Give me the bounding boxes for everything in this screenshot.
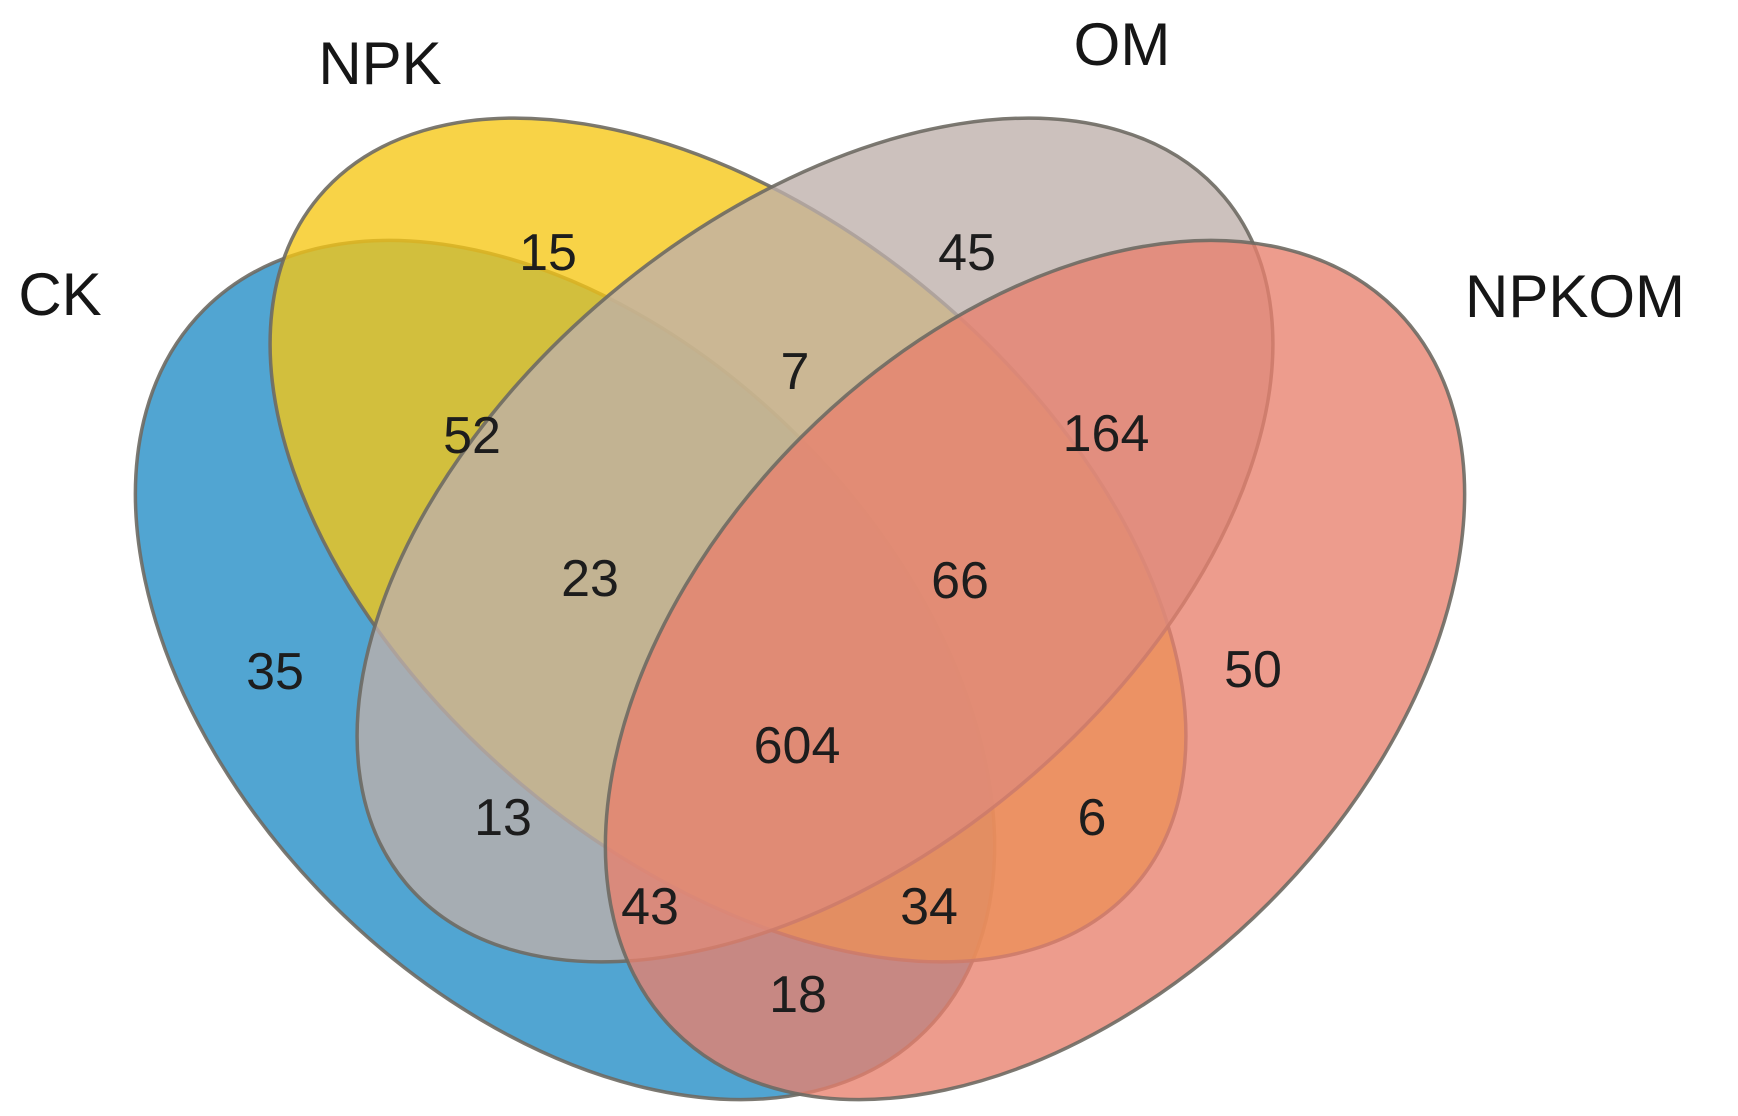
count-ck-npk-om: 23: [561, 550, 619, 608]
set-label-om: OM: [1074, 11, 1171, 78]
count-ck-om-npkom: 43: [621, 878, 679, 936]
set-label-npkom: NPKOM: [1465, 263, 1685, 330]
count-om-only: 45: [938, 224, 996, 282]
set-label-ck: CK: [18, 261, 101, 328]
count-ck-npk: 52: [443, 407, 501, 465]
count-ck-only: 35: [246, 643, 304, 701]
npkom-set-ellipse: [603, 238, 1467, 1102]
count-om-npkom: 164: [1063, 405, 1150, 463]
count-ck-om: 13: [474, 789, 532, 847]
count-npk-om: 7: [781, 343, 810, 401]
count-npk-om-npkom: 66: [931, 552, 989, 610]
count-all-four: 604: [754, 717, 841, 775]
count-npk-only: 15: [519, 224, 577, 282]
count-npkom-only: 50: [1224, 641, 1282, 699]
set-label-npk: NPK: [318, 30, 441, 97]
count-ck-npkom: 18: [769, 966, 827, 1024]
count-npk-npkom: 6: [1078, 789, 1107, 847]
count-ck-npk-npkom: 34: [900, 878, 958, 936]
